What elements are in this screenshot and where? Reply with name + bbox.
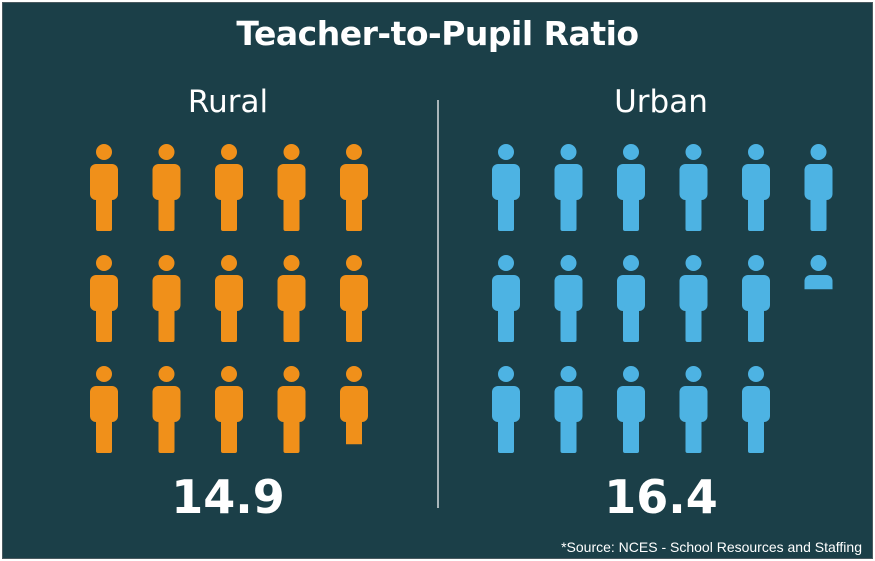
- urban-value-label: 16.4: [604, 470, 718, 524]
- urban-person-1: [492, 144, 520, 231]
- urban-person-3: [617, 144, 645, 231]
- urban-person-15: [742, 366, 770, 453]
- urban-person-17: [804, 255, 833, 290]
- rural-person-1: [90, 144, 118, 231]
- group-divider: [437, 100, 439, 508]
- rural-person-7: [152, 255, 181, 342]
- urban-person-13: [617, 366, 645, 453]
- urban-person-7: [554, 255, 583, 342]
- urban-person-6: [492, 255, 520, 342]
- urban-person-10: [742, 255, 770, 342]
- urban-person-14: [679, 366, 708, 453]
- rural-person-4: [277, 144, 306, 231]
- source-note: *Source: NCES - School Resources and Sta…: [561, 539, 862, 555]
- urban-person-4: [679, 144, 708, 231]
- rural-person-12: [152, 366, 181, 453]
- urban-heading: Urban: [614, 84, 708, 120]
- urban-person-8: [617, 255, 645, 342]
- urban-person-11: [492, 366, 520, 453]
- rural-person-9: [277, 255, 306, 342]
- rural-person-2: [152, 144, 181, 231]
- rural-person-10: [340, 255, 368, 342]
- chart-title: Teacher-to-Pupil Ratio: [236, 14, 639, 53]
- rural-person-3: [215, 144, 243, 231]
- urban-person-5: [742, 144, 770, 231]
- urban-person-12: [554, 366, 583, 453]
- urban-person-2: [554, 144, 583, 231]
- urban-person-16: [804, 144, 833, 231]
- rural-person-15: [340, 366, 368, 445]
- rural-person-6: [90, 255, 118, 342]
- urban-person-9: [679, 255, 708, 342]
- rural-person-5: [340, 144, 368, 231]
- rural-person-11: [90, 366, 118, 453]
- rural-person-8: [215, 255, 243, 342]
- rural-heading: Rural: [187, 84, 269, 120]
- rural-person-14: [277, 366, 306, 453]
- rural-person-13: [215, 366, 243, 453]
- rural-value-label: 14.9: [171, 470, 285, 524]
